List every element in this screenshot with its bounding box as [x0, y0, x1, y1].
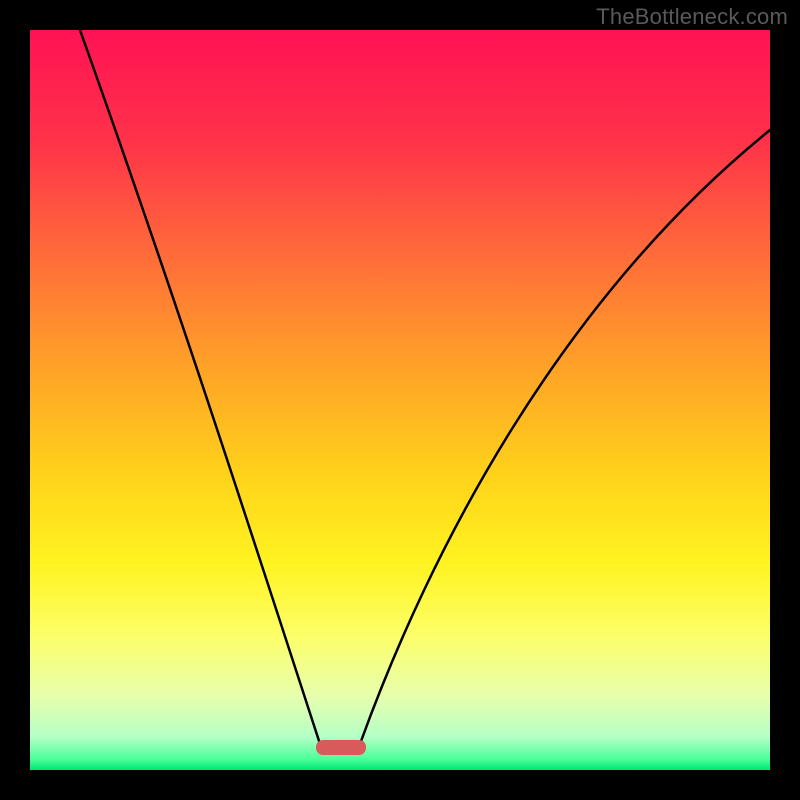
chart-container: TheBottleneck.com	[0, 0, 800, 800]
watermark-text: TheBottleneck.com	[596, 4, 788, 30]
plot-area	[30, 30, 770, 770]
optimal-marker	[316, 740, 366, 755]
bottleneck-chart	[0, 0, 800, 800]
